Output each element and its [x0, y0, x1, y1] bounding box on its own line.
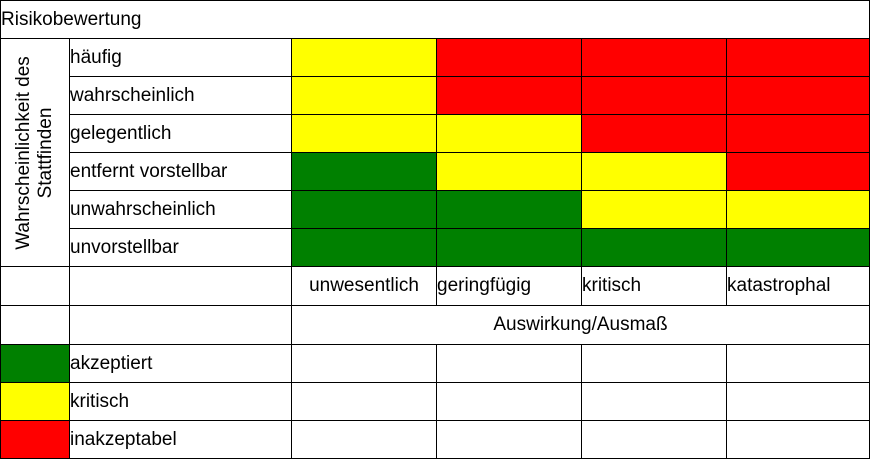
y-axis-label-line2: Stattfinden [35, 107, 56, 198]
row-label: häufig [69, 38, 292, 77]
risk-cell [726, 76, 870, 115]
legend-row-1: kritisch [0, 382, 870, 421]
row-label: unwahrscheinlich [69, 190, 292, 229]
x-axis-label: Auswirkung/Ausmaß [291, 305, 870, 345]
matrix-row-5: unvorstellbar [1, 228, 870, 267]
column-label: katastrophal [726, 266, 870, 306]
legend-row-0: akzeptiert [0, 344, 870, 383]
empty-cell [291, 420, 437, 459]
risk-cell [291, 152, 437, 191]
matrix-row-1: wahrscheinlich [1, 76, 870, 115]
risk-cell [581, 76, 727, 115]
risk-cell [436, 152, 582, 191]
column-header-row: unwesentlich geringfügig kritisch katast… [0, 266, 870, 306]
risk-cell [726, 228, 870, 267]
risk-cell [291, 38, 437, 77]
empty-cell [69, 305, 292, 345]
y-axis-label: Wahrscheinlichkeit des Stattfinden [0, 38, 70, 267]
legend-label: kritisch [69, 382, 292, 421]
empty-cell [726, 382, 870, 421]
column-label: kritisch [581, 266, 727, 306]
matrix-title: Risikobewertung [0, 0, 870, 39]
legend-label: inakzeptabel [69, 420, 292, 459]
empty-cell [436, 382, 582, 421]
row-label: unvorstellbar [69, 228, 292, 267]
row-label: gelegentlich [69, 114, 292, 153]
risk-cell [726, 114, 870, 153]
risk-cell [436, 190, 582, 229]
empty-cell [291, 382, 437, 421]
legend-swatch [0, 420, 70, 459]
risk-cell [436, 38, 582, 77]
risk-cell [291, 190, 437, 229]
legend-swatch [0, 344, 70, 383]
legend-swatch [0, 382, 70, 421]
empty-cell [291, 344, 437, 383]
risk-cell [291, 76, 437, 115]
matrix-row-0: Wahrscheinlichkeit des Stattfinden häufi… [0, 38, 870, 267]
y-axis-label-line1: Wahrscheinlichkeit des [13, 55, 34, 250]
risk-cell [726, 38, 870, 77]
risk-cell [436, 76, 582, 115]
legend-label: akzeptiert [69, 344, 292, 383]
empty-cell [436, 344, 582, 383]
empty-cell [69, 266, 292, 306]
risk-cell [581, 190, 727, 229]
empty-cell [581, 382, 727, 421]
risk-cell [581, 228, 727, 267]
row-label: wahrscheinlich [69, 76, 292, 115]
matrix-row-3: entfernt vorstellbar [1, 152, 870, 191]
x-axis-label-row: Auswirkung/Ausmaß [0, 305, 870, 345]
risk-cell [581, 114, 727, 153]
risk-cell [581, 152, 727, 191]
empty-cell [726, 344, 870, 383]
column-label: geringfügig [436, 266, 582, 306]
empty-cell [0, 305, 70, 345]
risk-cell [726, 152, 870, 191]
legend-row-2: inakzeptabel [0, 420, 870, 459]
risk-cell [291, 114, 437, 153]
risk-cell [291, 228, 437, 267]
risk-cell [726, 190, 870, 229]
title-row: Risikobewertung [0, 0, 870, 39]
matrix-row-2: gelegentlich [1, 114, 870, 153]
empty-cell [581, 420, 727, 459]
empty-cell [581, 344, 727, 383]
matrix-row-4: unwahrscheinlich [1, 190, 870, 229]
row-label: entfernt vorstellbar [69, 152, 292, 191]
risk-cell [436, 114, 582, 153]
risk-cell [581, 38, 727, 77]
risk-cell [436, 228, 582, 267]
empty-cell [726, 420, 870, 459]
empty-cell [436, 420, 582, 459]
column-label: unwesentlich [291, 266, 437, 306]
empty-cell [0, 266, 70, 306]
